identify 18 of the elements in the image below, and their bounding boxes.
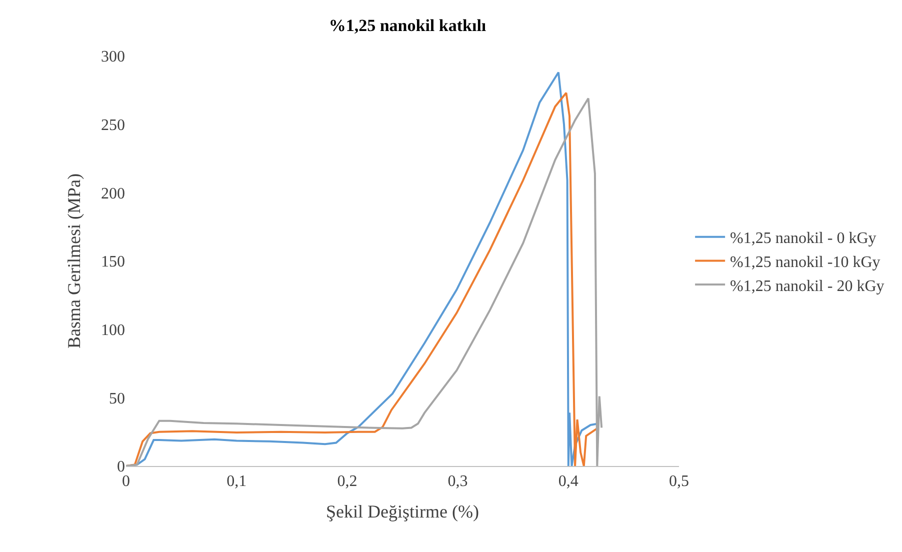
chart-title: %1,25 nanokil katkılı xyxy=(328,16,486,35)
x-tick-label: 0,2 xyxy=(337,473,358,490)
x-tick-label: 0,4 xyxy=(558,473,578,490)
y-tick-label: 0 xyxy=(117,458,125,476)
x-axis-title: Şekil Değiştirme (%) xyxy=(326,501,479,522)
y-tick-label: 200 xyxy=(101,185,125,202)
legend-label: %1,25 nanokil - 20 kGy xyxy=(730,278,884,295)
legend-label: %1,25 nanokil -10 kGy xyxy=(730,254,880,271)
y-tick-label: 100 xyxy=(101,322,125,339)
x-tick-label: 0,5 xyxy=(669,473,689,490)
x-tick-label: 0,1 xyxy=(226,473,247,490)
x-tick-label: 0,3 xyxy=(448,473,468,490)
y-axis-title: Basma Gerilmesi (MPa) xyxy=(64,174,84,348)
y-tick-label: 250 xyxy=(101,116,125,134)
y-tick-label: 50 xyxy=(109,390,125,408)
legend-label: %1,25 nanokil - 0 kGy xyxy=(730,230,876,248)
y-tick-label: 150 xyxy=(101,254,125,271)
y-tick-label: 300 xyxy=(101,48,125,66)
